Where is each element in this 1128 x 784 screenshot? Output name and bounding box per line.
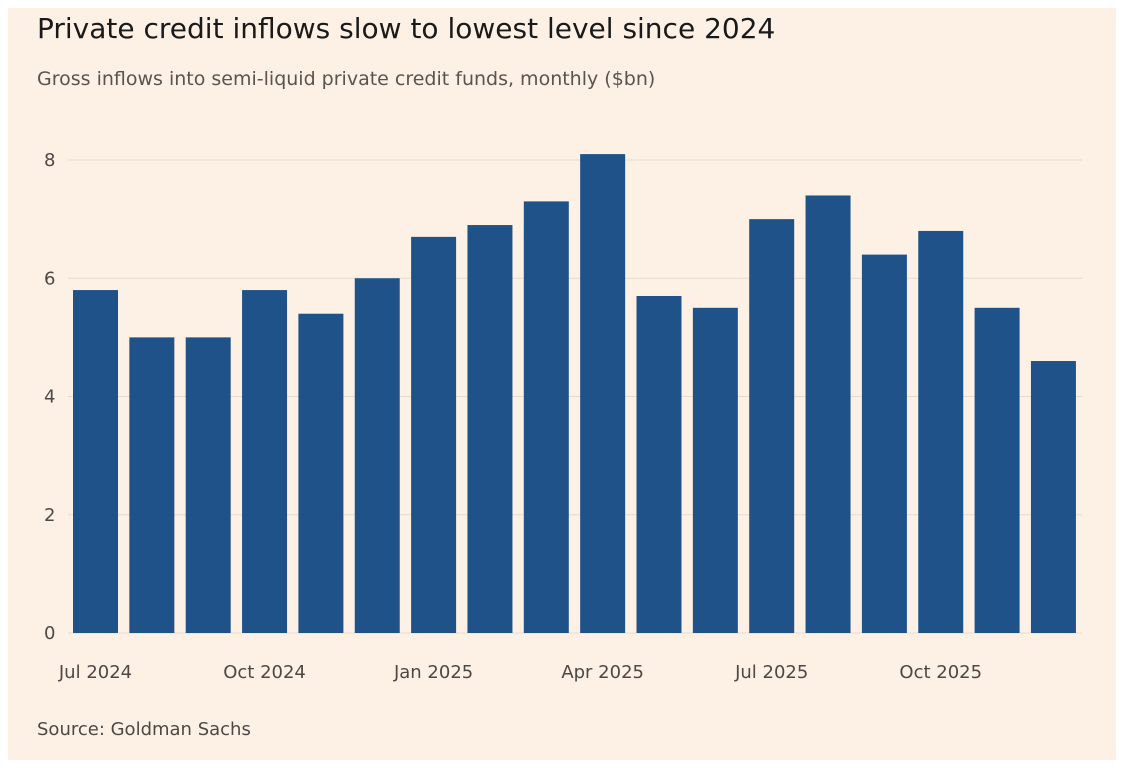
bar <box>523 201 569 633</box>
bar <box>1030 361 1076 633</box>
y-tick-label: 0 <box>44 623 55 644</box>
source-note: Source: Goldman Sachs <box>37 719 251 740</box>
x-tick-label: Jul 2024 <box>58 662 132 683</box>
bar <box>580 154 626 633</box>
y-tick-label: 4 <box>44 387 55 408</box>
bar <box>411 236 457 634</box>
bar <box>805 195 851 633</box>
bar-layer <box>73 154 1076 634</box>
bar <box>185 337 231 634</box>
bar <box>242 290 288 633</box>
bar <box>918 230 964 633</box>
x-tick-label: Jan 2025 <box>393 662 473 683</box>
y-tick-label: 8 <box>44 150 55 171</box>
y-tick-label: 2 <box>44 505 55 526</box>
chart-subtitle: Gross inflows into semi-liquid private c… <box>37 68 656 90</box>
bar <box>467 225 513 634</box>
x-tick-label: Jul 2025 <box>734 662 808 683</box>
bar <box>298 313 344 633</box>
y-tick-label: 6 <box>44 268 55 289</box>
bar <box>636 295 682 633</box>
x-tick-label: Oct 2024 <box>223 662 306 683</box>
grid-layer <box>68 159 1082 634</box>
chart-title: Private credit inflows slow to lowest le… <box>37 12 776 45</box>
bar <box>129 337 175 634</box>
y-axis: 0 2 4 6 8 <box>44 150 55 644</box>
x-tick-label: Oct 2025 <box>899 662 982 683</box>
bar <box>354 278 400 633</box>
bar <box>861 254 907 633</box>
x-axis: Jul 2024 Oct 2024 Jan 2025 Apr 2025 Jul 2025… <box>58 662 982 683</box>
x-tick-label: Apr 2025 <box>561 662 644 683</box>
bar <box>692 307 738 633</box>
bar <box>73 290 118 633</box>
bar <box>974 307 1020 633</box>
bar <box>749 219 795 634</box>
